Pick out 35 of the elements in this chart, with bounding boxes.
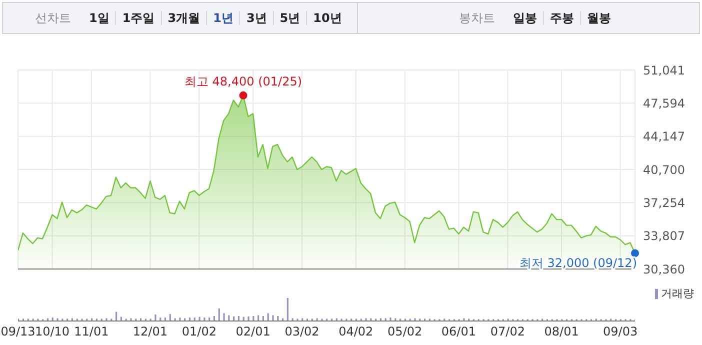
text: 월봉: [580, 11, 617, 25]
y-tick-label: 33,807: [643, 229, 685, 244]
annotation: 최고 48,400 (01/25): [184, 74, 302, 88]
text: 1주일: [115, 11, 161, 25]
text: 5년: [272, 11, 306, 25]
y-tick-label: 47,594: [643, 96, 685, 110]
y-tick-label: 37,254: [643, 196, 685, 210]
x-tick-label: 02/01: [236, 324, 270, 339]
text: 일봉: [512, 11, 538, 25]
x-tick-label: 05/02: [388, 324, 422, 339]
x-tick-label: 06/01: [441, 324, 476, 339]
y-tick-label: 40,700: [643, 162, 685, 177]
text: 1일: [88, 11, 110, 25]
x-tick-label: 07/02: [490, 324, 525, 339]
text: 10년: [306, 11, 348, 25]
text: 3년: [239, 11, 273, 25]
x-tick-label: 03/02: [284, 324, 320, 339]
x-tick-label: 10/10: [34, 324, 70, 339]
x-tick-label: 01/02: [182, 324, 216, 339]
text: 3개월: [160, 11, 206, 25]
x-tick-label: 12/01: [132, 324, 168, 339]
x-tick-label: 11/01: [74, 324, 109, 339]
annotation: 최저 32,000 (09/12): [519, 256, 637, 270]
x-tick-label: 09/13: [0, 324, 36, 339]
text: 주봉: [543, 11, 580, 25]
x-tick-label: 09/03: [603, 324, 638, 339]
y-tick-label: 30,360: [643, 262, 685, 276]
y-tick-label: 44,147: [643, 130, 685, 144]
x-tick-label: 04/02: [338, 324, 374, 339]
text: 봉차트: [458, 11, 496, 25]
text: 선차트: [34, 11, 72, 25]
y-tick-label: 51,041: [643, 63, 685, 78]
x-tick-label: 08/01: [544, 324, 579, 339]
text: 1년: [206, 11, 240, 25]
legend-label: 거래량: [660, 286, 694, 301]
